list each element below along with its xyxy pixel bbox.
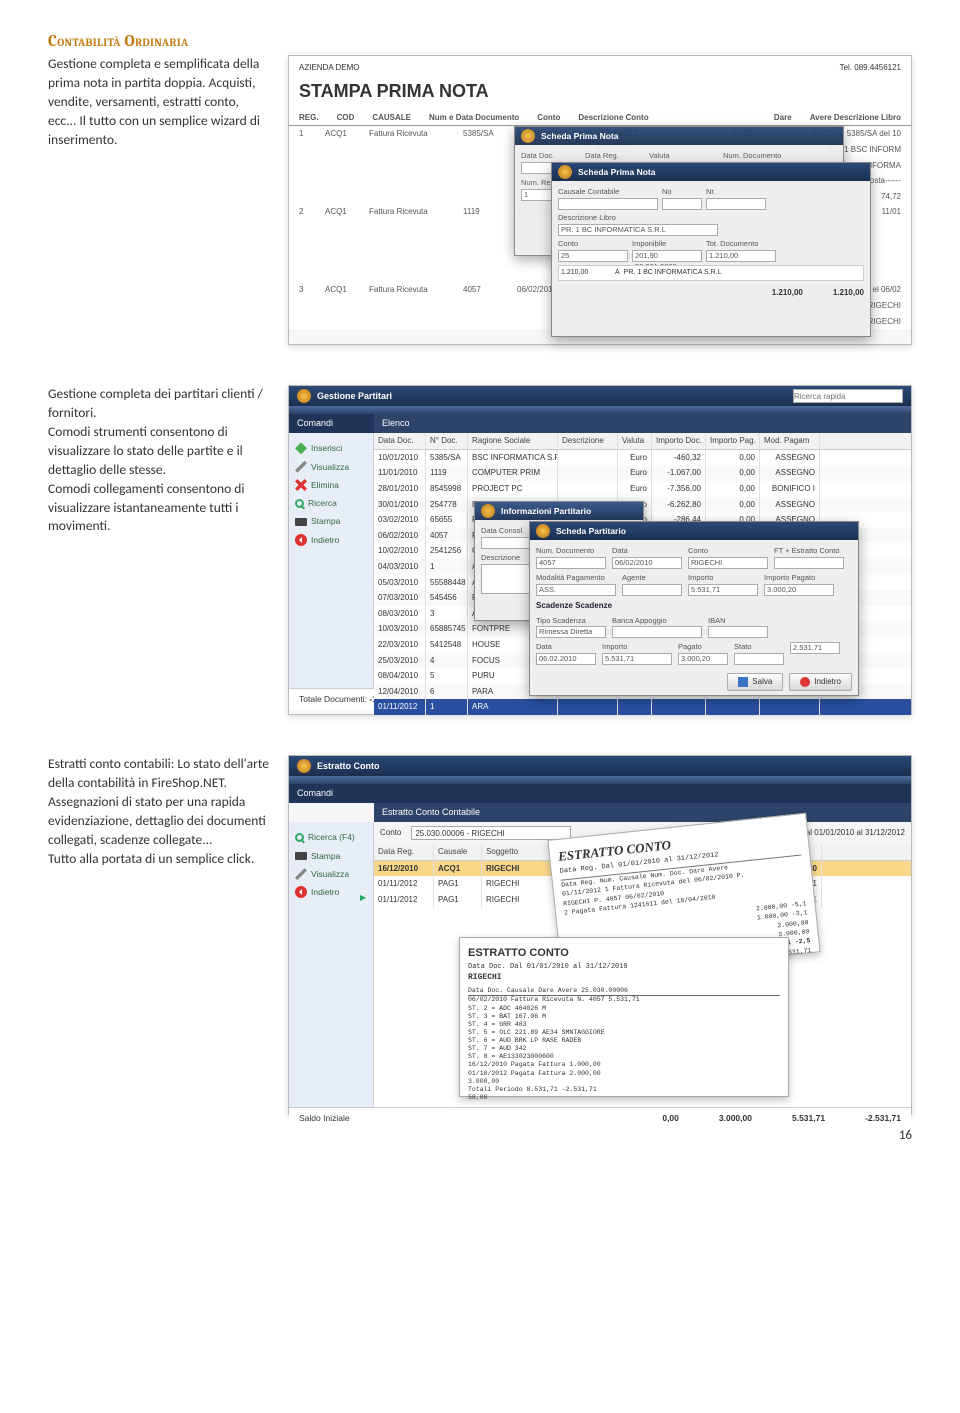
inserisci-icon <box>295 442 307 454</box>
tab-comandi[interactable]: Comandi <box>289 414 374 433</box>
hdr-doc: Num e Data Documento <box>429 112 519 124</box>
screenshot-estratto-conto: Estratto Conto Comandi Estratto Conto Co… <box>288 755 912 1115</box>
app2-toolbar <box>289 406 911 414</box>
tab-elenco[interactable]: Elenco <box>374 414 911 433</box>
elimina-icon <box>295 479 307 491</box>
foot-v1: 3.000,00 <box>719 1112 752 1124</box>
hdr-reg: REG. <box>299 112 319 124</box>
modal-total: 1.210,00 <box>772 287 803 299</box>
modal-sched-orb <box>536 524 550 538</box>
hdr-conto: Conto <box>537 112 560 124</box>
sidebar-item-indietro[interactable]: Indietro <box>293 883 369 901</box>
hdr-descr: Descrizione Conto <box>578 112 756 124</box>
saldo-ini-lbl: Saldo Iniziale <box>299 1112 350 1124</box>
visualizza-icon <box>295 461 307 473</box>
hdr-causale: CAUSALE <box>372 112 411 124</box>
table-row[interactable]: 28/01/20108545998PROJECT PCEuro-7.356,00… <box>374 481 911 497</box>
sidebar-item-ricerca[interactable]: Ricerca <box>293 494 369 512</box>
indietro-icon <box>295 534 307 546</box>
sidebar-item-visualizza[interactable]: Visualizza <box>293 865 369 883</box>
table-row[interactable]: 10/01/20105385/SABSC INFORMATICA S.R.LEu… <box>374 450 911 466</box>
modal-back-orb <box>521 129 535 143</box>
tab-comandi-3[interactable]: Comandi <box>289 784 911 803</box>
stampa-icon <box>295 518 307 526</box>
sidebar-item-indietro[interactable]: Indietro <box>293 531 369 549</box>
section3-text: Estratti conto contabili: Lo stato dell'… <box>48 755 288 868</box>
foot-v2: 5.531,71 <box>792 1112 825 1124</box>
paper2-title: ESTRATTO CONTO <box>468 946 780 962</box>
company-label: AZIENDA DEMO <box>299 62 359 74</box>
modal-info-title: Informazioni Partitario <box>501 505 591 517</box>
table-row[interactable]: 11/01/20101119COMPUTER PRIMEuro-1.067,00… <box>374 465 911 481</box>
table-row[interactable]: 01/11/20121ARA <box>374 699 911 715</box>
sidebar-item-elimina[interactable]: Elimina <box>293 476 369 494</box>
sidebar-item-stampa[interactable]: Stampa <box>293 512 369 530</box>
sidebar-item-ricerca (f4)[interactable]: Ricerca (F4) <box>293 828 369 846</box>
app2-title: Gestione Partitari <box>317 390 392 403</box>
ricerca-icon <box>295 499 304 508</box>
modal-front-orb <box>558 165 572 179</box>
sub-title-3: Estratto Conto Contabile <box>374 803 911 822</box>
app3-title: Estratto Conto <box>317 760 380 773</box>
screenshot-gestione-partitari: Gestione Partitari Comandi Elenco Inseri… <box>288 385 912 715</box>
search-input[interactable] <box>793 389 903 403</box>
sidebar-3: Ricerca (F4)StampaVisualizzaIndietro <box>289 822 374 1107</box>
screenshot-stampa-primanota: AZIENDA DEMO Tel. 089.4456121 STAMPA PRI… <box>288 55 912 345</box>
hdr-cod: COD <box>337 112 355 124</box>
hdr-avere: Avere Descrizione Libro <box>810 112 901 124</box>
modal-scheda-partitario: Scheda Partitario Num. Documento4057 Dat… <box>529 521 859 696</box>
modal-sched-title: Scheda Partitario <box>556 525 626 537</box>
report-title: STAMPA PRIMA NOTA <box>289 76 911 110</box>
close-button[interactable]: Indietro <box>789 673 852 691</box>
paper2-name: RIGECHI <box>468 972 780 984</box>
indietro-icon <box>295 886 307 898</box>
sidebar-item-inserisci[interactable]: Inserisci <box>293 439 369 457</box>
modal-info-orb <box>481 504 495 518</box>
ricerca (f4)-icon <box>295 833 304 842</box>
section2-text: Gestione completa dei partitari clienti … <box>48 385 288 536</box>
sidebar-item-visualizza[interactable]: Visualizza <box>293 458 369 476</box>
stampa-icon <box>295 852 307 860</box>
section1-text: Gestione completa e semplificata della p… <box>48 55 288 149</box>
paper2-sub: Data Doc. Dal 01/01/2010 al 31/12/2010 <box>468 962 628 972</box>
modal-front-title: Scheda Prima Nota <box>578 166 655 178</box>
hdr-dare: Dare <box>774 112 792 124</box>
app3-orb <box>297 759 311 773</box>
sidebar-2: InserisciVisualizzaEliminaRicercaStampaI… <box>289 433 374 688</box>
modal-back-title: Scheda Prima Nota <box>541 130 618 142</box>
app3-toolbar <box>289 776 911 784</box>
visualizza-icon <box>295 868 307 880</box>
paper2-cols: Data Doc. Causale Dare Avere 25.030.0000… <box>468 986 780 996</box>
app2-orb <box>297 389 311 403</box>
modal-scheda-primanota-front: Scheda Prima Nota Causale Contabile No N… <box>551 162 871 337</box>
foot-v3: -2.531,71 <box>865 1112 901 1124</box>
sidebar-item-stampa[interactable]: Stampa <box>293 847 369 865</box>
conto-label: Conto <box>380 827 401 839</box>
foot-v0: 0,00 <box>662 1112 679 1124</box>
save-button[interactable]: Salva <box>727 673 783 691</box>
section-title-1: Contabilità Ordinaria <box>48 30 912 53</box>
conto-value[interactable]: 25.030.00006 - RIGECHI <box>411 826 571 840</box>
tel-label: Tel. 089.4456121 <box>840 62 901 74</box>
page-number: 16 <box>48 1127 912 1146</box>
modal-total2: 1.210,00 <box>833 287 864 299</box>
tot-doc-lbl: Totale Documenti: <box>299 694 367 704</box>
paper-estratto-2: ESTRATTO CONTO Data Doc. Dal 01/01/2010 … <box>459 937 789 1097</box>
